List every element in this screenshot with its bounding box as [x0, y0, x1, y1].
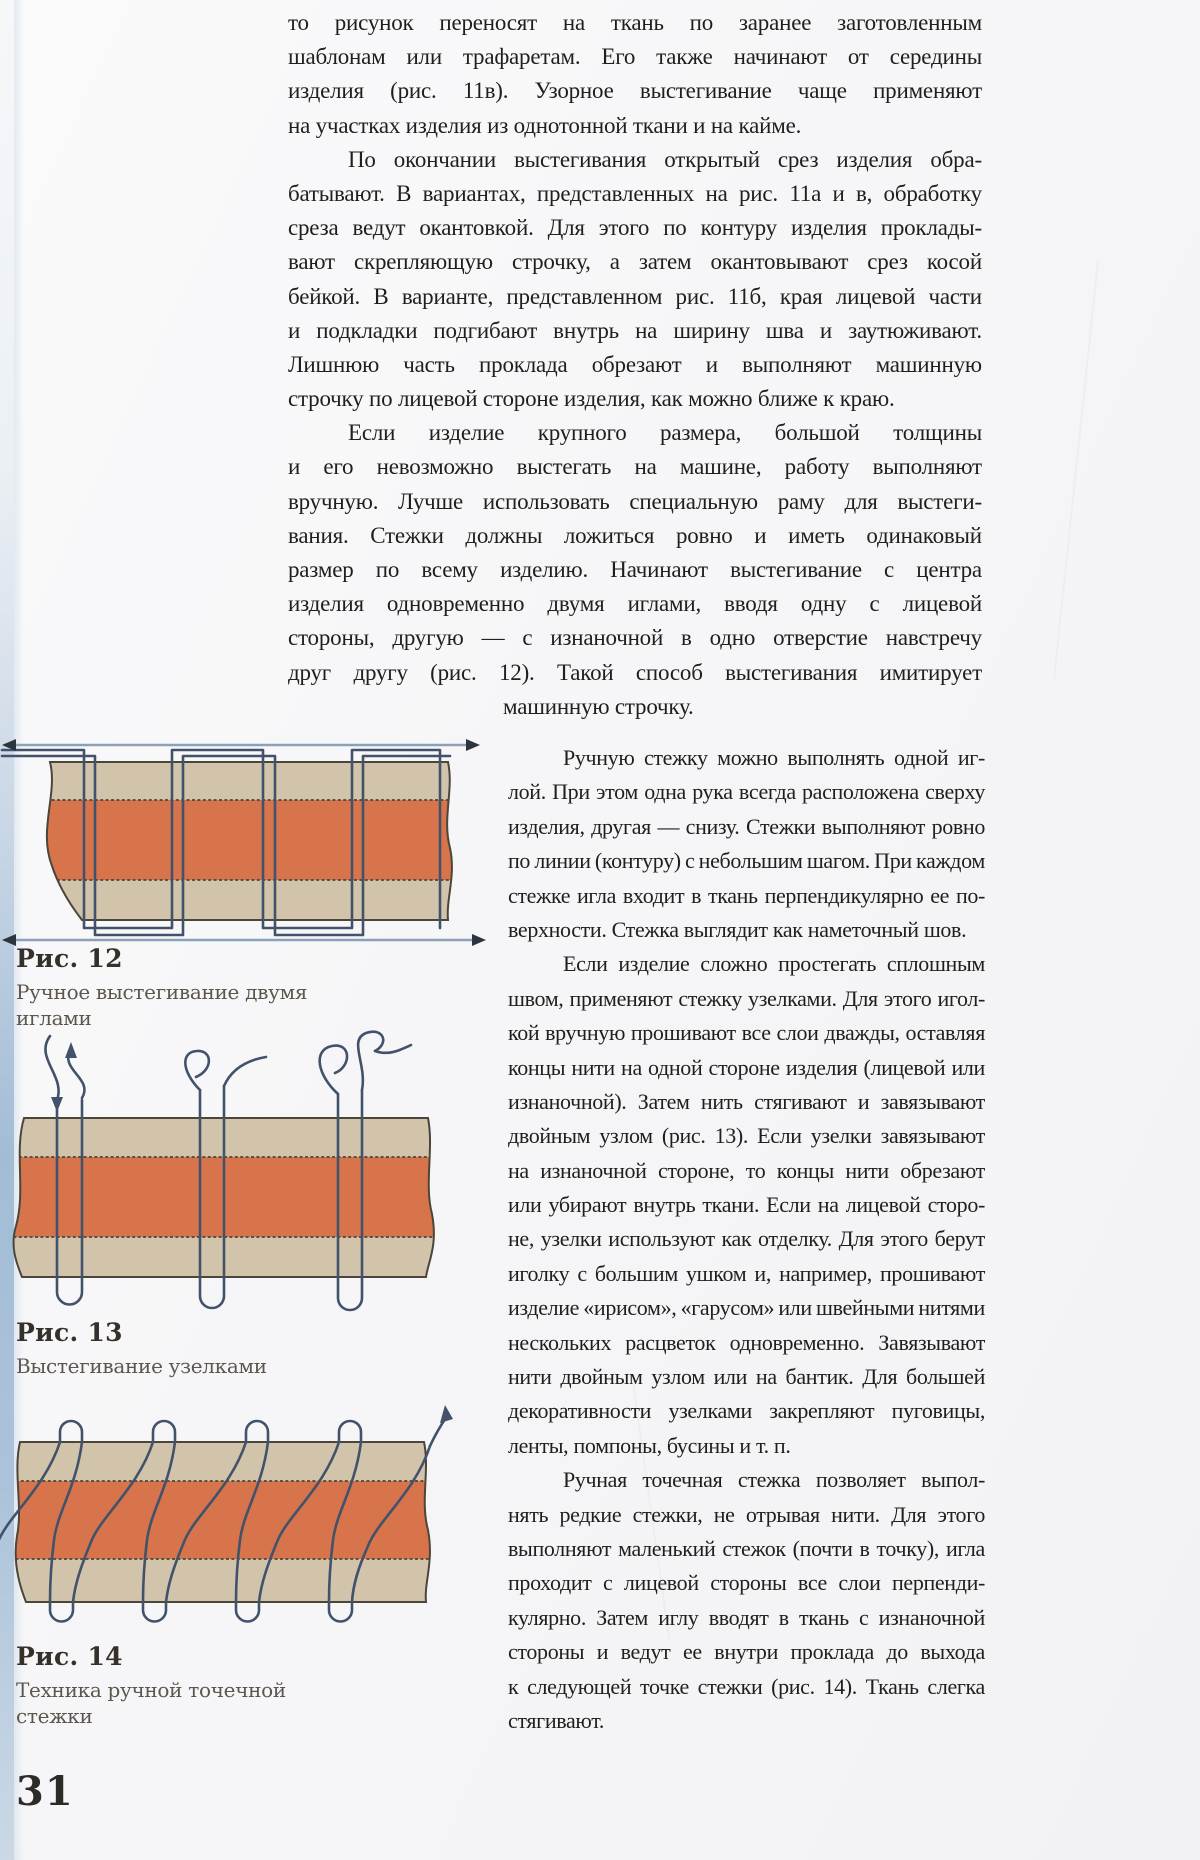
text-line: ленты, помпоны, бусины и т. п.: [508, 1432, 791, 1458]
text-line: и его невозможно выстегать на машине, работу вы…: [288, 454, 982, 480]
text-line: изделие «ирисом», «гарусом» или швейными нитя…: [508, 1295, 985, 1321]
body-text-column-right: Ручную стежку можно выполнять одной иг-лой. Пр…: [508, 741, 985, 1738]
text-line: швом, применяют стежку узелками. Для этого иго…: [508, 985, 985, 1011]
text-line: изделия, другая — снизу. Стежки выполняют ровн…: [508, 813, 985, 839]
text-line: концы нити на одной стороне изделия (лицевой ил…: [508, 1054, 985, 1080]
text-line: изнаночной). Затем нить стягивают и завязываю…: [508, 1088, 985, 1114]
figure-12-two-needle-quilting-diagram: [0, 739, 486, 946]
text-line: декоративности узелками закрепляют пуговицы…: [508, 1398, 985, 1424]
text-line: Ручная точечная стежка позволяет выпол-: [563, 1467, 985, 1493]
figure-14-label: Рис. 14: [16, 1642, 123, 1671]
scan-left-edge: [0, 0, 14, 1860]
body-text-column-top: то рисунок переносят на ткань по заранее загото…: [288, 6, 982, 724]
paper-crease: [1053, 261, 1099, 679]
text-line: Лишнюю часть проклада обрезают и выполняют маш…: [288, 351, 982, 377]
text-line: кой вручную прошивают все слои дважды, оставля…: [508, 1020, 985, 1046]
text-line: не, узелки используют как отделку. Для этого бе…: [508, 1226, 985, 1252]
text-line: стежке игла входит в ткань перпендикулярно ее п…: [508, 882, 985, 908]
text-line: строчку по лицевой стороне изделия, как …: [288, 386, 895, 412]
text-line: вают скрепляющую строчку, а затем окантовываю…: [288, 249, 982, 275]
figure-14-caption-text: Техника ручной точечной стежки: [16, 1678, 286, 1728]
text-line: то рисунок переносят на ткань по заранее загото…: [288, 10, 982, 35]
text-line: изделия одновременно двумя иглами, вводя одну…: [288, 591, 982, 617]
text-line: верхности. Стежка выглядит как наметочны…: [508, 916, 967, 942]
figure-13-caption: Рис. 13 Выстегивание узелками: [16, 1318, 376, 1379]
text-line: изделия (рис. 11в). Узорное выстегивание чаще…: [288, 78, 982, 104]
text-line: лой. При этом одна рука всегда расположена свер…: [508, 779, 985, 805]
text-line: двойным узлом (рис. 13). Если узелки завязываю…: [508, 1123, 985, 1149]
figure-13-knot-quilting-diagram: [12, 1030, 435, 1312]
figure-12-caption-text: Ручное выстегивание двумя иглами: [16, 980, 308, 1030]
figure-13-caption-text: Выстегивание узелками: [16, 1354, 267, 1378]
text-line: вручную. Лучше использовать специальную раму…: [288, 488, 982, 514]
text-line: стягивают.: [508, 1707, 604, 1733]
text-line: Если изделие крупного размера, большой толщин…: [348, 420, 982, 446]
text-line: друг другу (рис. 12). Такой способ выстегивани…: [288, 659, 982, 685]
text-line: по линии (контуру) с небольшим шагом. При каждо…: [508, 848, 985, 874]
text-line: или убирают внутрь ткани. Если на лицевой сторо…: [508, 1192, 985, 1218]
figure-14-point-stitch-diagram: [0, 1405, 453, 1623]
text-line: размер по всему изделию. Начинают выстегивани…: [288, 557, 982, 582]
text-line: кулярно. Затем иглу вводят в ткань с изнаночной: [508, 1604, 985, 1630]
figure-13-label: Рис. 13: [16, 1318, 123, 1347]
text-line: и подкладки подгибают внутрь на ширину шва и зау…: [288, 317, 982, 343]
text-line: нити двойным узлом или на бантик. Для большей: [508, 1364, 985, 1390]
page-number: 31: [16, 1768, 74, 1815]
text-line: к следующей точке стежки (рис. 14). Ткань слегк…: [508, 1673, 985, 1699]
scan-left-edge-fade: [14, 0, 24, 1860]
text-line: на участках изделия из однотонной ткани …: [288, 112, 802, 138]
text-line: шаблонам или трафаретам. Его также начинают от…: [288, 44, 982, 70]
text-line: иголку с большим ушком и, например, прошивают: [508, 1260, 985, 1286]
text-line: проходит с лицевой стороны все слои перпенди-: [508, 1570, 985, 1596]
text-line: стороны, другую — с изнаночной в одно отверстие…: [288, 625, 982, 651]
figure-12-label: Рис. 12: [16, 944, 123, 973]
text-line: По окончании выстегивания открытый срез издел…: [348, 146, 982, 172]
text-line: на изнаночной стороне, то концы нити обрезают: [508, 1157, 985, 1183]
text-line: выполняют маленький стежок (почти в точку), иг…: [508, 1535, 985, 1561]
text-line: Ручную стежку можно выполнять одной иг-: [563, 745, 985, 770]
text-line: машинную строчку.: [503, 693, 694, 719]
figure-14-caption: Рис. 14 Техника ручной точечной стежки: [16, 1642, 296, 1729]
text-line: вания. Стежки должны ложиться ровно и иметь оди…: [288, 522, 982, 548]
text-line: Если изделие сложно простегать сплошным: [563, 951, 985, 977]
text-line: нескольких расцветок одновременно. Завязыва…: [508, 1329, 985, 1355]
text-line: стороны и ведут ее внутри проклада до выхода: [508, 1639, 985, 1665]
text-line: среза ведут окантовкой. Для этого по контуру из…: [288, 215, 982, 241]
figure-12-caption: Рис. 12 Ручное выстегивание двумя иглами: [16, 944, 316, 1031]
text-line: нять редкие стежки, не отрывая нити. Для этого: [508, 1501, 985, 1527]
